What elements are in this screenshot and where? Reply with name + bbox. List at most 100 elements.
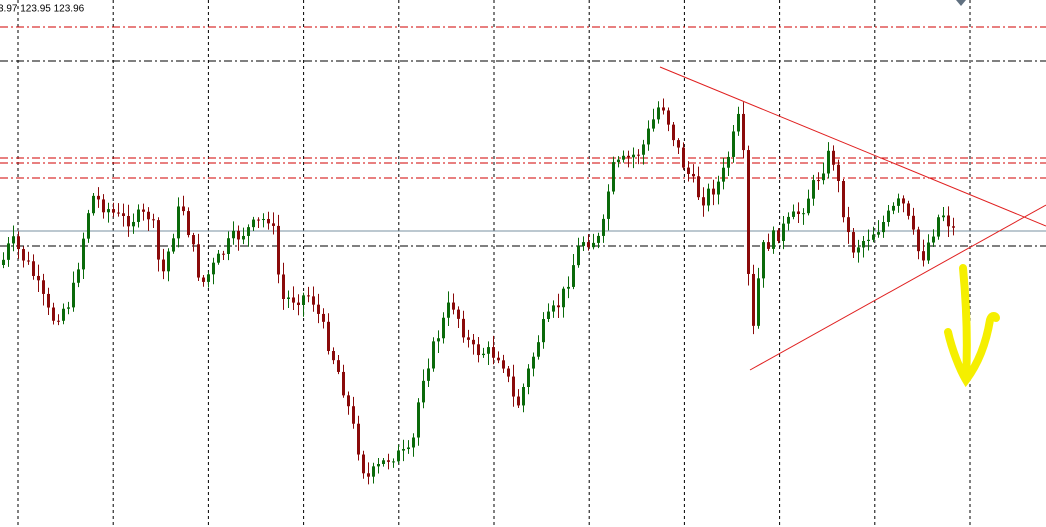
candle-body	[582, 242, 585, 246]
grid	[17, 0, 971, 527]
candle-body	[507, 368, 510, 377]
trend-line	[659, 66, 1046, 227]
candle-body	[697, 176, 700, 198]
candle-body	[602, 218, 605, 236]
candle-body	[922, 251, 925, 261]
candle-body	[392, 461, 395, 463]
candle-body	[7, 243, 10, 260]
candle-body	[872, 234, 875, 240]
candle-body	[12, 236, 15, 244]
candle-body	[727, 156, 730, 168]
candle-body	[37, 275, 40, 281]
candle-body	[882, 222, 885, 233]
candle-body	[317, 304, 320, 314]
candle-body	[642, 144, 645, 155]
candle-body	[137, 209, 140, 222]
candle-body	[832, 150, 835, 165]
candle-body	[287, 297, 290, 300]
arrow-annotation	[944, 264, 1000, 388]
candle-body	[612, 162, 615, 192]
candle-body	[372, 466, 375, 477]
candle-body	[672, 124, 675, 141]
candle-body	[757, 278, 760, 326]
candle-body	[177, 206, 180, 239]
candle-body	[252, 219, 255, 228]
candle-body	[147, 211, 150, 220]
candle-body	[82, 238, 85, 270]
candle-body	[342, 371, 345, 396]
candle-body	[587, 242, 590, 248]
candle-body	[742, 113, 745, 151]
candle-body	[947, 215, 950, 227]
candle-body	[812, 180, 815, 199]
candle-body	[747, 150, 750, 274]
candle-body	[702, 197, 705, 206]
candle-body	[752, 273, 755, 326]
candle-body	[932, 236, 935, 243]
candle-body	[52, 307, 55, 321]
candle-body	[562, 288, 565, 308]
candle-body	[227, 238, 230, 254]
candle-body	[652, 119, 655, 129]
candle-body	[417, 402, 420, 438]
candle-body	[107, 209, 110, 213]
candle-body	[892, 205, 895, 211]
candle-body	[552, 305, 555, 312]
candle-body	[157, 220, 160, 260]
candle-body	[632, 154, 635, 158]
candle-body	[167, 251, 170, 272]
candle-body	[647, 128, 650, 145]
candle-body	[777, 230, 780, 241]
candle-body	[457, 309, 460, 319]
candle-body	[292, 297, 295, 303]
candle-body	[22, 249, 25, 261]
candle-body	[717, 181, 720, 195]
candle-body	[462, 318, 465, 338]
candle-body	[452, 302, 455, 310]
candle-body	[907, 203, 910, 216]
candle-body	[772, 230, 775, 249]
candle-body	[737, 113, 740, 132]
candle-body	[47, 293, 50, 308]
candle-body	[347, 395, 350, 407]
candle-body	[487, 347, 490, 354]
candle-body	[807, 198, 810, 214]
candle-body	[952, 226, 955, 228]
candle-body	[897, 198, 900, 206]
candle-body	[542, 319, 545, 343]
candle-body	[427, 368, 430, 381]
candle-body	[67, 307, 70, 309]
candle-body	[497, 357, 500, 361]
price-levels	[0, 26, 1046, 247]
candle-body	[442, 317, 445, 339]
candle-body	[477, 344, 480, 356]
candle-body	[367, 473, 370, 477]
candle-body	[532, 356, 535, 369]
candle-body	[272, 223, 275, 226]
candle-body	[352, 406, 355, 424]
candle-body	[247, 227, 250, 236]
candle-body	[782, 223, 785, 241]
candle-body	[822, 173, 825, 181]
candle-body	[472, 339, 475, 345]
candle-body	[57, 320, 60, 322]
candle-body	[312, 296, 315, 305]
candle-body	[792, 211, 795, 217]
candle-body	[132, 221, 135, 227]
candle-body	[917, 229, 920, 252]
candle-body	[447, 302, 450, 318]
candle-body	[27, 260, 30, 262]
candle-body	[297, 302, 300, 306]
candle-body	[92, 195, 95, 214]
candle-body	[722, 167, 725, 182]
candle-body	[762, 242, 765, 279]
candle-body	[242, 235, 245, 240]
trend-line	[749, 204, 1046, 371]
candle-body	[222, 253, 225, 255]
candle-body	[162, 259, 165, 272]
candle-body	[237, 230, 240, 240]
candle-body	[712, 188, 715, 195]
candle-body	[302, 295, 305, 306]
candle-body	[767, 242, 770, 249]
